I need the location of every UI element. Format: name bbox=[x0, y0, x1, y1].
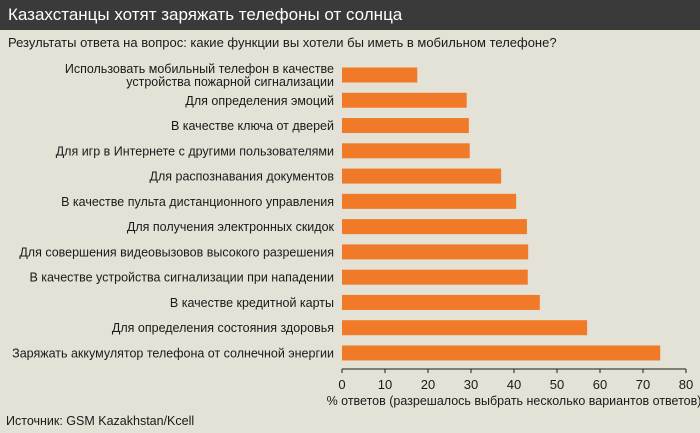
bar-10 bbox=[342, 320, 588, 336]
x-axis-title: % ответов (разрешалось выбрать несколько… bbox=[327, 394, 700, 408]
x-tick-label-2: 20 bbox=[421, 377, 435, 392]
category-label-11: Заряжать аккумулятор телефона от солнечн… bbox=[12, 346, 334, 360]
x-tick-label-0: 0 bbox=[338, 377, 345, 392]
chart-title: Казахстанцы хотят заряжать телефоны от с… bbox=[8, 5, 403, 24]
bar-1 bbox=[342, 92, 467, 108]
bar-8 bbox=[342, 269, 528, 285]
bar-9 bbox=[342, 294, 540, 310]
chart-subtitle: Результаты ответа на вопрос: какие функц… bbox=[8, 35, 557, 50]
x-tick-label-5: 50 bbox=[550, 377, 564, 392]
title-bar: Казахстанцы хотят заряжать телефоны от с… bbox=[0, 0, 700, 30]
category-label-5: В качестве пульта дистанционного управле… bbox=[61, 195, 334, 209]
bars-group bbox=[342, 67, 661, 361]
x-tick-label-7: 70 bbox=[636, 377, 650, 392]
category-label-4: Для распознавания документов bbox=[150, 170, 335, 184]
x-tick-label-4: 40 bbox=[507, 377, 521, 392]
x-tick-label-1: 10 bbox=[378, 377, 392, 392]
category-label-3: Для игр в Интернете с другими пользовате… bbox=[56, 144, 334, 158]
bar-3 bbox=[342, 143, 470, 159]
bar-2 bbox=[342, 118, 469, 134]
x-ticks-group: 0 10 20 30 40 50 60 70 80 bbox=[338, 369, 693, 392]
category-label-6: Для получения электронных скидок bbox=[127, 220, 335, 234]
bar-4 bbox=[342, 168, 502, 184]
category-label-2: В качестве ключа от дверей bbox=[171, 119, 334, 133]
category-labels-group: Использовать мобильный телефон в качеств… bbox=[12, 62, 334, 360]
category-label-1: Для определения эмоций bbox=[185, 94, 334, 108]
category-label-9: В качестве кредитной карты bbox=[170, 296, 334, 310]
bar-6 bbox=[342, 219, 527, 235]
source-note: Источник: GSM Kazakhstan/Kcell bbox=[6, 414, 195, 428]
x-tick-label-8: 80 bbox=[679, 377, 693, 392]
category-label-8: В качестве устройства сигнализации при н… bbox=[29, 271, 334, 285]
category-label-10: Для определения состояния здоровья bbox=[112, 321, 334, 335]
bar-5 bbox=[342, 193, 517, 209]
category-label-0-line-0: Использовать мобильный телефон в качеств… bbox=[65, 62, 334, 76]
x-tick-label-6: 60 bbox=[593, 377, 607, 392]
x-tick-label-3: 30 bbox=[464, 377, 478, 392]
bar-0 bbox=[342, 67, 418, 83]
category-label-7: Для совершения видеовызовов высокого раз… bbox=[19, 245, 334, 259]
bar-7 bbox=[342, 244, 529, 260]
category-label-0-line-1: устройства пожарной сигнализации bbox=[126, 75, 334, 89]
bar-11 bbox=[342, 345, 661, 361]
